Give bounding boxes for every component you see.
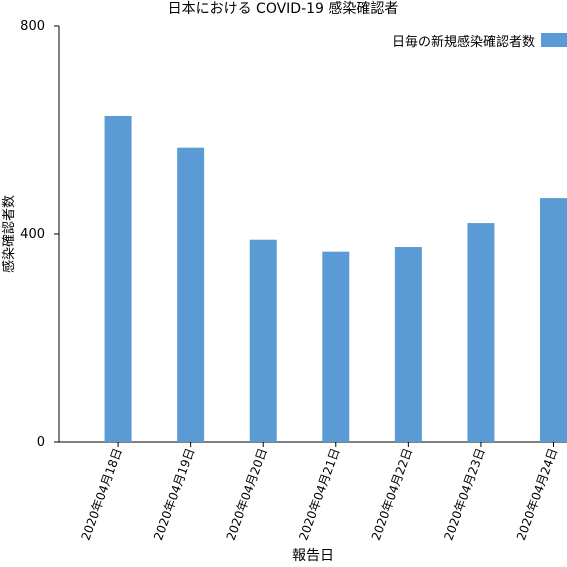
bar [394,247,422,442]
x-tick-label: 2020年04月24日 [514,446,560,542]
bars [104,115,567,443]
y-axis: 0 400 800 [20,19,60,450]
bar [177,147,205,442]
bar [467,223,495,442]
bar [249,239,277,442]
y-tick-label: 800 [20,19,45,34]
x-tick-label: 2020年04月21日 [296,446,342,542]
x-tick-label: 2020年04月20日 [224,446,270,542]
bar [322,251,350,442]
x-tick-label: 2020年04月18日 [79,446,125,542]
x-tick-label: 2020年04月19日 [151,446,197,542]
bar [104,115,132,443]
x-axis: 2020年04月18日 2020年04月19日 2020年04月20日 2020年04… [59,441,567,542]
x-axis-title: 報告日 [292,548,334,564]
legend-label: 日毎の新規感染確認者数 [392,34,535,50]
y-tick-label: 0 [37,435,45,450]
bar [540,198,567,442]
y-tick-label: 400 [20,227,45,242]
y-axis-title: 感染確認者数 [1,195,17,273]
legend: 日毎の新規感染確認者数 [392,33,567,50]
x-tick-label: 2020年04月23日 [441,446,487,542]
chart-title: 日本における COVID-19 感染確認者 [168,0,399,17]
x-tick-label: 2020年04月22日 [369,446,415,542]
legend-swatch [541,33,567,47]
